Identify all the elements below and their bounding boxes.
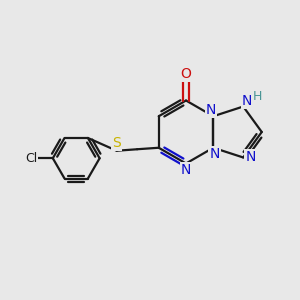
Text: S: S [112, 136, 121, 150]
Text: N: N [210, 147, 220, 161]
Text: H: H [253, 89, 262, 103]
Text: O: O [181, 67, 191, 81]
Text: N: N [181, 163, 191, 177]
Text: N: N [246, 151, 256, 164]
Text: N: N [206, 103, 216, 117]
Text: Cl: Cl [25, 152, 37, 165]
Text: N: N [242, 94, 252, 107]
